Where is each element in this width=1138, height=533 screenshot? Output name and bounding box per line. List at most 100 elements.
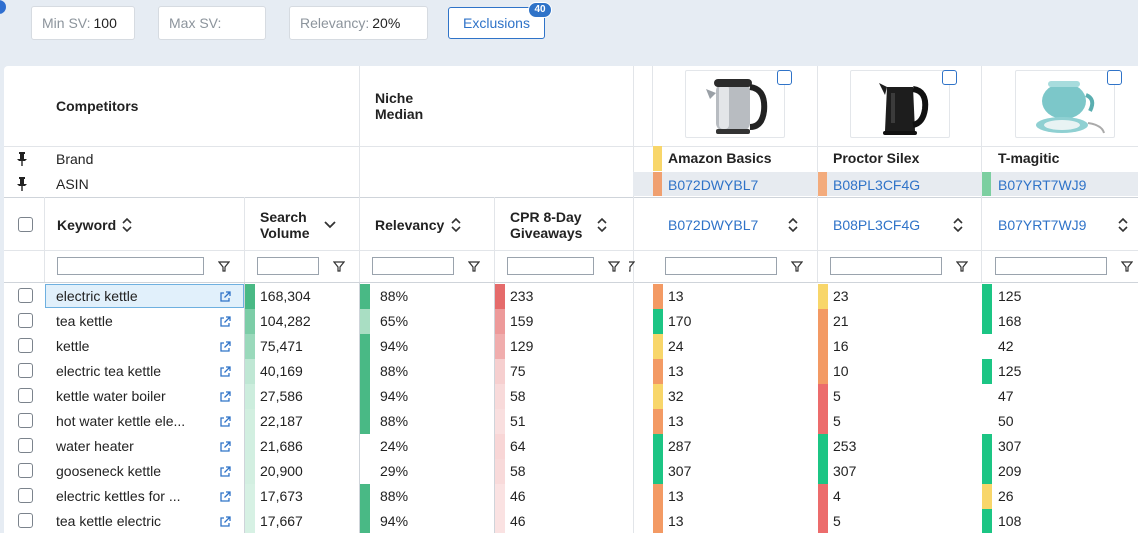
pin-icon[interactable] bbox=[16, 177, 28, 191]
product-1-filter-input[interactable] bbox=[665, 257, 777, 275]
keyword-text[interactable]: kettle bbox=[56, 338, 90, 354]
external-link-icon[interactable] bbox=[219, 440, 231, 452]
product-2-asin-link[interactable]: B08PL3CF4G bbox=[833, 177, 921, 193]
relevancy-field[interactable]: Relevancy: 20% bbox=[289, 6, 428, 40]
product-2-rank-heat bbox=[818, 359, 828, 384]
min-sv-field[interactable]: Min SV: 100 bbox=[31, 6, 135, 40]
select-product-2-checkbox[interactable] bbox=[942, 70, 957, 85]
search-volume-heat bbox=[245, 359, 255, 384]
external-link-icon[interactable] bbox=[219, 290, 231, 302]
keyword-text[interactable]: tea kettle bbox=[56, 313, 113, 329]
search-volume-value: 27,586 bbox=[260, 388, 303, 404]
chevron-down-icon[interactable] bbox=[324, 221, 336, 229]
select-product-3-checkbox[interactable] bbox=[1107, 70, 1122, 85]
cpr-value: 46 bbox=[510, 488, 526, 504]
product-image-2[interactable] bbox=[850, 70, 950, 138]
product-image-1[interactable] bbox=[685, 70, 785, 138]
product-2-column-header[interactable]: B08PL3CF4G bbox=[833, 217, 921, 233]
row-checkbox[interactable] bbox=[18, 438, 33, 453]
external-link-icon[interactable] bbox=[219, 315, 231, 327]
sort-icon[interactable] bbox=[597, 217, 607, 233]
product-1-rank-heat bbox=[653, 509, 663, 533]
sort-icon[interactable] bbox=[122, 217, 132, 233]
row-checkbox[interactable] bbox=[18, 288, 33, 303]
relevancy-filter-input[interactable] bbox=[372, 257, 454, 275]
selected-keyword-cell[interactable] bbox=[45, 284, 244, 308]
cpr-filter-input[interactable] bbox=[507, 257, 594, 275]
keyword-text[interactable]: hot water kettle ele... bbox=[56, 413, 186, 429]
row-checkbox[interactable] bbox=[18, 413, 33, 428]
product-3-rank-heat bbox=[982, 509, 992, 533]
cpr-value: 58 bbox=[510, 463, 526, 479]
product-3-asin-link[interactable]: B07YRT7WJ9 bbox=[998, 177, 1087, 193]
row-checkbox[interactable] bbox=[18, 513, 33, 528]
search-volume-heat bbox=[245, 409, 255, 434]
filter-icon[interactable] bbox=[791, 261, 803, 272]
cpr-heat bbox=[495, 334, 505, 359]
keyword-text[interactable]: electric tea kettle bbox=[56, 363, 162, 379]
cpr-heat bbox=[495, 309, 505, 334]
product-3-rank-heat bbox=[982, 384, 992, 409]
keyword-text[interactable]: kettle water boiler bbox=[56, 388, 166, 404]
select-all-checkbox[interactable] bbox=[18, 217, 33, 232]
external-link-icon[interactable] bbox=[219, 365, 231, 377]
search-volume-filter-input[interactable] bbox=[257, 257, 319, 275]
external-link-icon[interactable] bbox=[219, 490, 231, 502]
keyword-text[interactable]: water heater bbox=[56, 438, 134, 454]
sort-icon[interactable] bbox=[953, 217, 963, 233]
row-checkbox[interactable] bbox=[18, 488, 33, 503]
relevancy-heat bbox=[360, 434, 370, 459]
external-link-icon[interactable] bbox=[219, 515, 231, 527]
external-link-icon[interactable] bbox=[219, 465, 231, 477]
sort-icon[interactable] bbox=[788, 217, 798, 233]
product-1-asin-link[interactable]: B072DWYBL7 bbox=[668, 177, 759, 193]
filter-icon[interactable] bbox=[1121, 261, 1133, 272]
row-checkbox[interactable] bbox=[18, 363, 33, 378]
keyword-text[interactable]: electric kettles for ... bbox=[56, 488, 181, 504]
filter-icon[interactable] bbox=[608, 261, 620, 272]
filter-icon[interactable] bbox=[468, 261, 480, 272]
product-2-filter-input[interactable] bbox=[830, 257, 942, 275]
sort-icon[interactable] bbox=[451, 217, 461, 233]
product-3-brand: T-magitic bbox=[998, 150, 1060, 166]
product-1-column-header[interactable]: B072DWYBL7 bbox=[668, 217, 759, 233]
filter-icon[interactable] bbox=[218, 261, 230, 272]
product-3-column-header[interactable]: B07YRT7WJ9 bbox=[998, 217, 1087, 233]
sort-icon[interactable] bbox=[1118, 217, 1128, 233]
product-2-rank: 5 bbox=[833, 413, 841, 429]
keyword-filter-input[interactable] bbox=[57, 257, 204, 275]
cpr-heat bbox=[495, 384, 505, 409]
pin-icon[interactable] bbox=[16, 152, 28, 166]
relevancy-column-header[interactable]: Relevancy bbox=[375, 217, 445, 233]
product-3-rank: 125 bbox=[998, 288, 1022, 304]
keyword-text[interactable]: tea kettle electric bbox=[56, 513, 162, 529]
row-checkbox[interactable] bbox=[18, 388, 33, 403]
asin-color-marker bbox=[653, 172, 662, 196]
external-link-icon[interactable] bbox=[219, 390, 231, 402]
keyword-text[interactable]: electric kettle bbox=[56, 288, 138, 304]
filter-icon[interactable] bbox=[956, 261, 968, 272]
search-volume-heat bbox=[245, 484, 255, 509]
row-checkbox[interactable] bbox=[18, 338, 33, 353]
external-link-icon[interactable] bbox=[219, 415, 231, 427]
row-checkbox[interactable] bbox=[18, 463, 33, 478]
product-1-rank-heat bbox=[653, 309, 663, 334]
product-2-rank: 5 bbox=[833, 388, 841, 404]
filter-bar: Min SV: 100 Max SV: Relevancy: 20% Exclusi… bbox=[0, 0, 1138, 66]
cpr-column-header[interactable]: CPR 8-Day Giveaways bbox=[510, 209, 582, 241]
external-link-icon[interactable] bbox=[219, 340, 231, 352]
keyword-text[interactable]: gooseneck kettle bbox=[56, 463, 162, 479]
search-volume-column-header[interactable]: Search Volume bbox=[260, 209, 310, 241]
product-image-3[interactable] bbox=[1015, 70, 1115, 138]
select-product-1-checkbox[interactable] bbox=[777, 70, 792, 85]
product-3-rank: 50 bbox=[998, 413, 1014, 429]
product-2-brand: Proctor Silex bbox=[833, 150, 920, 166]
filter-icon[interactable] bbox=[333, 261, 345, 272]
max-sv-field[interactable]: Max SV: bbox=[158, 6, 266, 40]
keyword-column-header[interactable]: Keyword bbox=[57, 217, 117, 233]
search-volume-value: 40,169 bbox=[260, 363, 303, 379]
row-checkbox[interactable] bbox=[18, 313, 33, 328]
product-3-filter-input[interactable] bbox=[995, 257, 1107, 275]
filter-icon[interactable] bbox=[629, 261, 635, 272]
search-volume-value: 22,187 bbox=[260, 413, 303, 429]
